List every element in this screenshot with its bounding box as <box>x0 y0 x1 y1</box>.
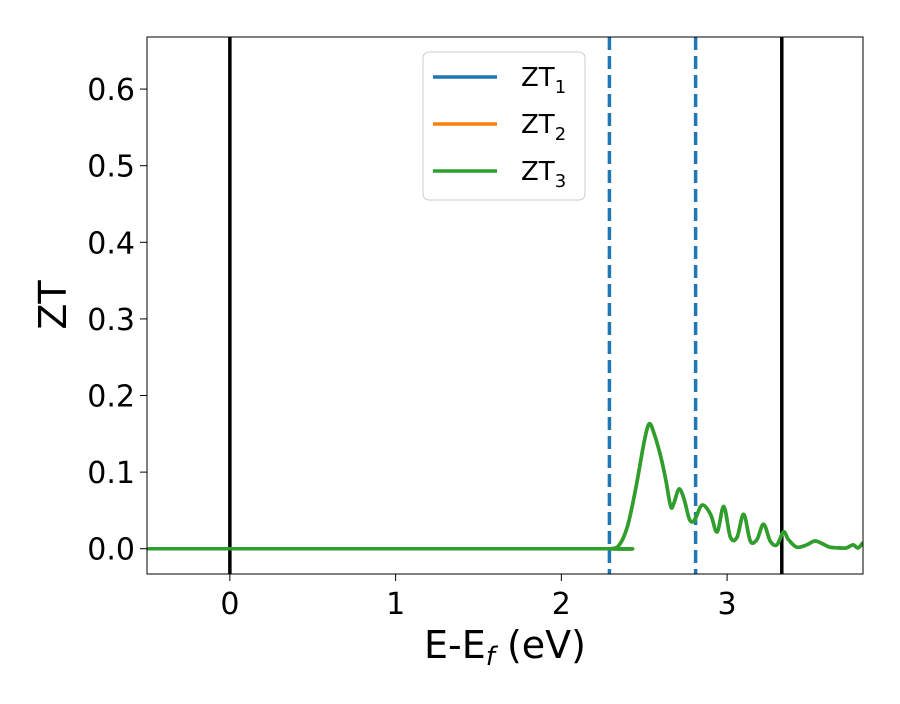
legend: ZT1 ZT2 ZT3 <box>422 51 586 201</box>
legend-label-zt3: ZT3 <box>521 157 566 192</box>
legend-label-zt1: ZT1 <box>521 63 566 98</box>
legend-label-zt2: ZT2 <box>521 110 566 145</box>
y-tick-label: 0.2 <box>87 380 135 415</box>
series-line-zt3 <box>147 421 863 551</box>
y-tick-label: 0.1 <box>87 456 135 491</box>
y-tick-label: 0.0 <box>87 533 135 568</box>
y-tick-label: 0.5 <box>87 150 135 185</box>
series-line-zt2 <box>147 421 863 551</box>
y-tick-label: 0.4 <box>87 226 135 261</box>
x-axis-label-main: E-E <box>424 623 486 667</box>
series-line-zt1 <box>147 421 863 551</box>
y-tick-label: 0.6 <box>87 73 135 108</box>
x-tick-label: 2 <box>552 587 571 622</box>
reference-lines <box>228 37 784 574</box>
series-lines <box>147 421 863 551</box>
plot-frame <box>146 36 864 575</box>
x-axis-label-tail: (eV) <box>495 623 586 667</box>
x-tick-label: 1 <box>386 587 405 622</box>
legend-frame <box>422 51 586 201</box>
y-tick-label: 0.3 <box>87 303 135 338</box>
x-tick-label: 3 <box>718 587 737 622</box>
y-axis-ticks: 0.0 0.1 0.2 0.3 0.4 0.5 0.6 <box>87 73 147 568</box>
x-axis-ticks: 0 1 2 3 <box>220 574 737 622</box>
y-axis-label: ZT <box>31 280 75 330</box>
x-axis-label: E-Ef (eV) <box>424 623 586 672</box>
x-tick-label: 0 <box>220 587 239 622</box>
